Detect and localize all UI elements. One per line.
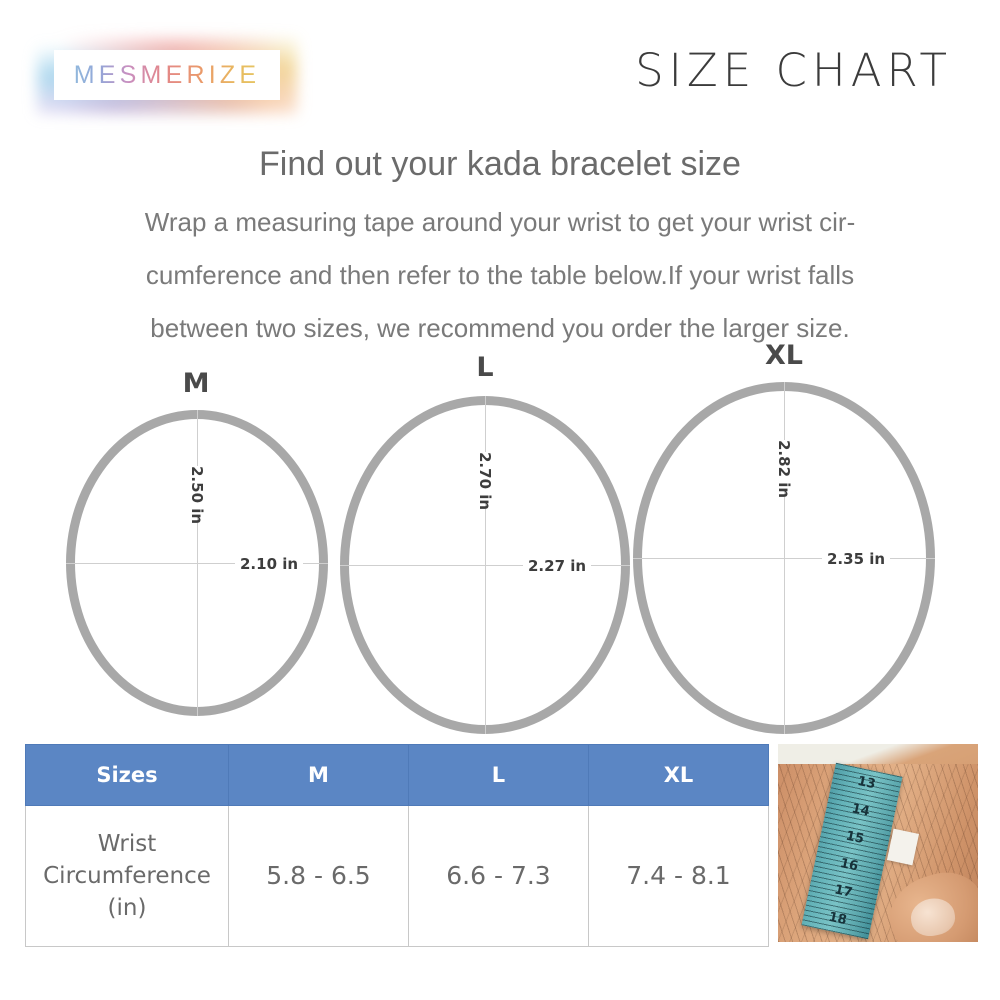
intro-heading: Find out your kada bracelet size	[259, 145, 741, 183]
oval-group-l: L 2.70 in 2.27 in	[335, 352, 635, 752]
tape-number-15: 15	[844, 828, 866, 847]
table-row: Wrist Circumference (in) 5.8 - 6.5 6.6 -…	[25, 805, 769, 947]
table-header-sizes: Sizes	[25, 744, 229, 806]
size-table: Sizes M L XL Wrist Circumference (in) 5.…	[25, 744, 769, 947]
oval-label-xl: XL	[764, 340, 804, 371]
oval-axis-horizontal-l	[340, 565, 630, 566]
table-cell-l: 6.6 - 7.3	[408, 805, 589, 947]
oval-axis-horizontal-xl	[633, 558, 935, 559]
tape-number-13: 13	[855, 773, 877, 793]
table-row-label-wrist-circumference: Wrist Circumference (in)	[25, 805, 229, 947]
oval-width-label-xl: 2.35 in	[822, 550, 891, 568]
table-cell-m: 5.8 - 6.5	[228, 805, 409, 947]
oval-height-label-m: 2.50 in	[183, 466, 211, 524]
tape-number-14: 14	[850, 801, 872, 820]
oval-diagrams: M 2.50 in 2.10 in L 2.70 in 2.27 in XL 2…	[0, 340, 1000, 740]
oval-height-label-l: 2.70 in	[471, 452, 499, 510]
table-header-row: Sizes M L XL	[25, 744, 769, 806]
oval-label-m: M	[182, 368, 210, 399]
intro-line-1: Wrap a measuring tape around your wrist …	[144, 207, 856, 237]
oval-width-label-l: 2.27 in	[523, 557, 592, 575]
table-header-m: M	[228, 744, 409, 806]
tape-number-16: 16	[838, 855, 860, 874]
row-label-line-2: Circumference	[43, 863, 211, 889]
logo-plate	[54, 50, 280, 100]
row-label-line-3: (in)	[107, 895, 147, 921]
intro-line-2: cumference and then refer to the table b…	[145, 260, 855, 290]
table-header-xl: XL	[588, 744, 769, 806]
oval-axis-horizontal-m	[66, 563, 328, 564]
row-label-line-1: Wrist	[97, 831, 157, 857]
oval-label-l: L	[476, 352, 494, 383]
table-header-l: L	[408, 744, 589, 806]
page-title: SIZE CHART	[635, 44, 952, 97]
brand-logo: MESMERIZE	[37, 38, 297, 114]
brand-logo-text: MESMERIZE	[54, 50, 280, 100]
oval-group-xl: XL 2.82 in 2.35 in	[628, 340, 940, 752]
intro-section: Find out your kada bracelet size Wrap a …	[0, 140, 1000, 355]
tape-number-18: 18	[827, 909, 849, 928]
wrist-measurement-photo: 13 14 15 16 17 18	[778, 744, 978, 942]
intro-line-3: between two sizes, we recommend you orde…	[150, 313, 850, 343]
table-cell-xl: 7.4 - 8.1	[588, 805, 769, 947]
oval-group-m: M 2.50 in 2.10 in	[60, 368, 332, 740]
photo-thumbnail	[907, 894, 958, 938]
oval-width-label-m: 2.10 in	[235, 555, 304, 573]
oval-height-label-xl: 2.82 in	[770, 440, 798, 498]
tape-number-17: 17	[832, 882, 854, 901]
